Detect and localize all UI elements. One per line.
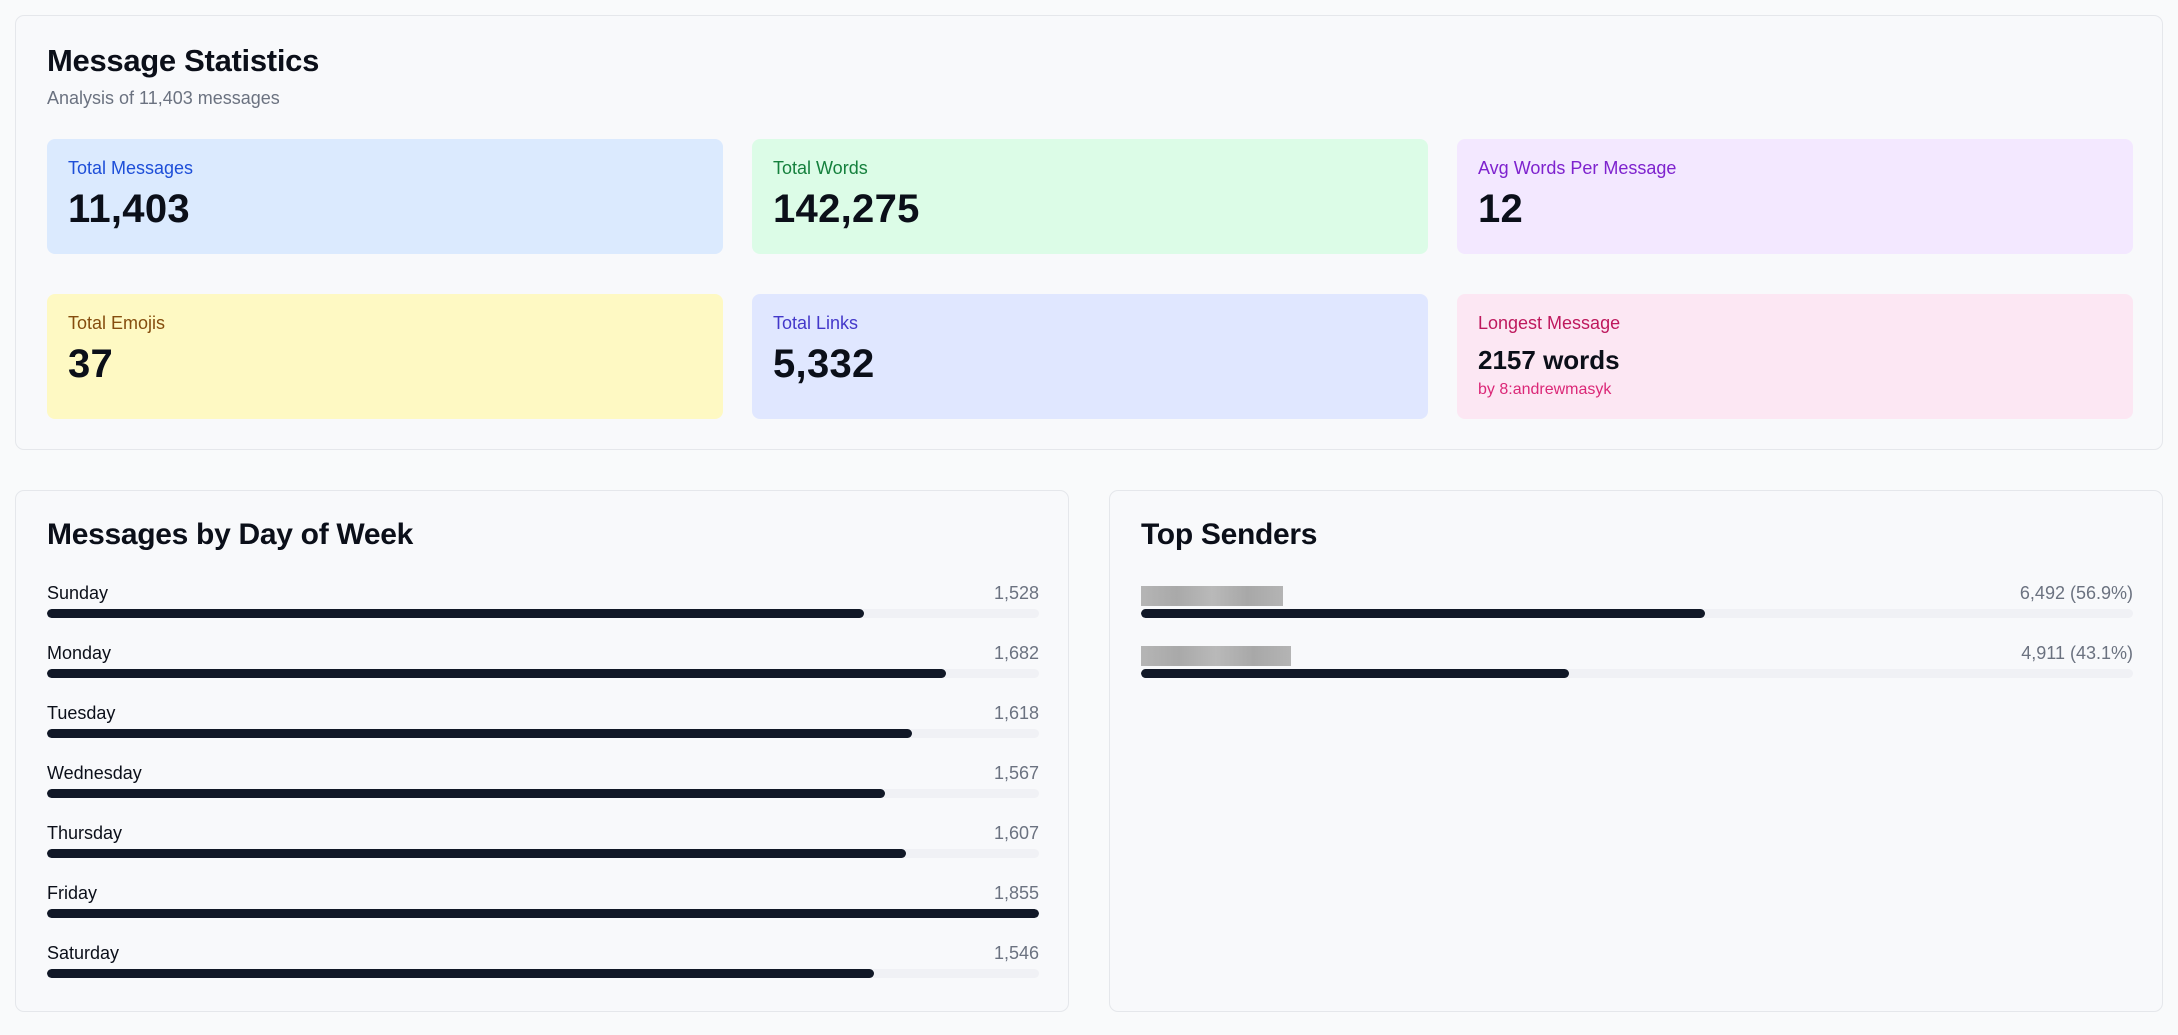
stat-label: Total Words (773, 158, 868, 178)
day-count: 1,546 (993, 943, 1039, 963)
day-bar-fill (47, 729, 913, 738)
stat-value: 2157 words (1478, 345, 1620, 375)
day-row: Tuesday 1,618 (47, 703, 1039, 763)
day-bar-track (47, 669, 1039, 678)
day-count: 1,618 (993, 703, 1039, 723)
section-title: Messages by Day of Week (47, 518, 414, 551)
stat-label: Total Messages (68, 158, 194, 178)
sender-count: 6,492 (56.9%) (2019, 583, 2133, 603)
day-row: Sunday 1,528 (47, 583, 1039, 643)
sender-bar-track (1141, 609, 2133, 618)
stat-total-messages: Total Messages 11,403 (47, 139, 723, 254)
day-row: Wednesday 1,567 (47, 763, 1039, 823)
day-bar-track (47, 729, 1039, 738)
stat-total-links: Total Links 5,332 (752, 294, 1428, 419)
redacted-sender-name (1141, 646, 1291, 666)
stat-value: 37 (68, 342, 114, 386)
stat-label: Longest Message (1478, 313, 1621, 333)
day-row: Saturday 1,546 (47, 943, 1039, 1003)
day-bar-fill (47, 609, 865, 618)
day-bar-track (47, 609, 1039, 618)
day-bar-fill (47, 909, 1039, 918)
stat-label: Avg Words Per Message (1478, 158, 1677, 178)
day-label: Friday (47, 883, 98, 903)
stat-label: Total Emojis (68, 313, 166, 333)
stat-value: 142,275 (773, 187, 920, 231)
stat-longest-message: Longest Message 2157 words by 8:andrewma… (1457, 294, 2133, 419)
day-row: Monday 1,682 (47, 643, 1039, 703)
day-label: Tuesday (47, 703, 116, 723)
day-bar-fill (47, 789, 885, 798)
day-label: Sunday (47, 583, 109, 603)
sender-row: 6,492 (56.9%) (1141, 583, 2133, 643)
stat-value: 5,332 (773, 342, 875, 386)
sender-bar-track (1141, 669, 2133, 678)
day-bar-fill (47, 969, 874, 978)
stat-author: by 8:andrewmasyk (1478, 380, 1612, 398)
day-bar-track (47, 789, 1039, 798)
day-row: Friday 1,855 (47, 883, 1039, 943)
stat-value: 12 (1478, 187, 1524, 231)
stat-label: Total Links (773, 313, 859, 333)
day-label: Monday (47, 643, 112, 663)
sender-row: 4,911 (43.1%) (1141, 643, 2133, 703)
top-senders-card: Top Senders 6,492 (56.9%) 4,911 (43.1%) (1109, 490, 2163, 1012)
day-bar-list: Sunday 1,528 Monday 1,682 Tuesday 1,618 Wednes… (47, 583, 1039, 1003)
day-bar-track (47, 909, 1039, 918)
day-label: Thursday (47, 823, 123, 843)
page-subtitle: Analysis of 11,403 messages (47, 88, 280, 108)
stat-avg-words: Avg Words Per Message 12 (1457, 139, 2133, 254)
page-title: Message Statistics (47, 43, 320, 78)
sender-bar-list: 6,492 (56.9%) 4,911 (43.1%) (1141, 583, 2133, 703)
day-count: 1,682 (993, 643, 1039, 663)
stat-value: 11,403 (68, 187, 190, 231)
message-statistics-card: Message Statistics Analysis of 11,403 me… (15, 15, 2163, 450)
messages-by-day-card: Messages by Day of Week Sunday 1,528 Monda… (15, 490, 1069, 1012)
stat-total-emojis: Total Emojis 37 (47, 294, 723, 419)
day-bar-fill (47, 849, 907, 858)
day-label: Wednesday (47, 763, 142, 783)
day-count: 1,528 (993, 583, 1039, 603)
day-row: Thursday 1,607 (47, 823, 1039, 883)
day-label: Saturday (47, 943, 120, 963)
sender-bar-fill (1141, 609, 1706, 618)
day-count: 1,567 (993, 763, 1039, 783)
day-bar-fill (47, 669, 947, 678)
day-bar-track (47, 849, 1039, 858)
section-title: Top Senders (1141, 518, 1318, 551)
day-count: 1,855 (993, 883, 1039, 903)
day-bar-track (47, 969, 1039, 978)
day-count: 1,607 (993, 823, 1039, 843)
stat-total-words: Total Words 142,275 (752, 139, 1428, 254)
sender-count: 4,911 (43.1%) (2021, 643, 2133, 663)
redacted-sender-name (1141, 586, 1283, 606)
sender-bar-fill (1141, 669, 1569, 678)
